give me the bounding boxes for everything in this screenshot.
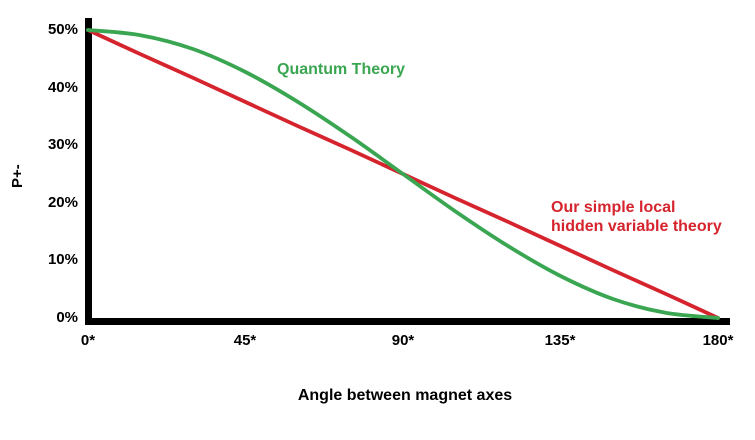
y-tick-50: 50%: [47, 21, 78, 38]
x-tick-180: 180*: [702, 332, 734, 349]
quantum-curve: [86, 28, 720, 320]
y-axis-title: P+-: [9, 164, 26, 188]
quantum-theory-annotation: Quantum Theory: [277, 61, 406, 78]
y-tick-20: 20%: [47, 194, 78, 211]
y-tick-0: 0%: [56, 309, 78, 326]
x-tick-135: 135*: [544, 332, 576, 349]
y-tick-30: 30%: [47, 136, 78, 153]
x-axis-line: [85, 318, 730, 325]
x-tick-45: 45*: [233, 332, 257, 349]
hidden-variable-annotation: Our simple local hidden variable theory: [551, 198, 722, 236]
hidden-variable-annotation-line1: Our simple local: [551, 199, 676, 216]
x-tick-0: 0*: [80, 332, 96, 349]
y-tick-10: 10%: [47, 251, 78, 268]
hidden-variable-annotation-line2: hidden variable theory: [551, 218, 722, 235]
y-tick-40: 40%: [47, 79, 78, 96]
x-axis-title: Angle between magnet axes: [297, 387, 513, 404]
x-tick-90: 90*: [391, 332, 415, 349]
y-axis-line: [85, 18, 92, 325]
